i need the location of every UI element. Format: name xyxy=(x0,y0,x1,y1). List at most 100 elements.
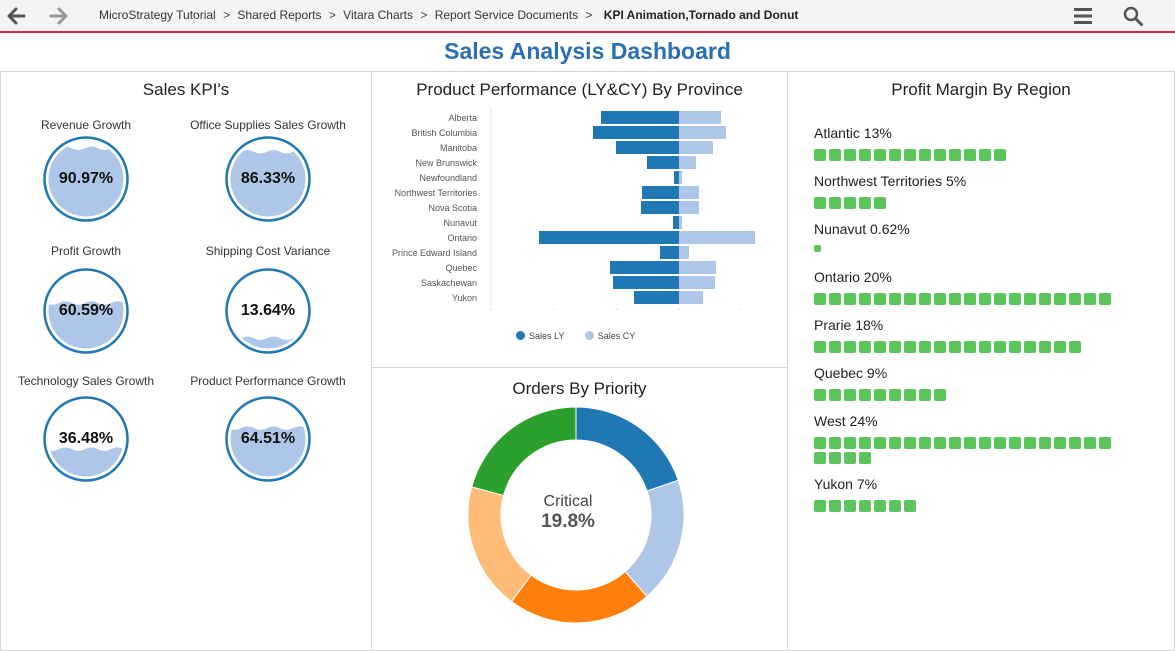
breadcrumb-item[interactable]: Vitara Charts xyxy=(343,8,413,22)
margin-block xyxy=(979,149,991,161)
margin-block xyxy=(874,149,886,161)
margin-blocks xyxy=(814,437,1114,467)
margin-blocks xyxy=(814,500,1114,515)
tornado-category-label: Alberta xyxy=(448,113,477,123)
bar-sales-ly[interactable] xyxy=(601,111,679,124)
margin-block xyxy=(1009,293,1021,305)
donut-slice[interactable] xyxy=(624,479,685,598)
back-arrow-icon[interactable] xyxy=(5,5,27,27)
margin-region-label: Ontario 20% xyxy=(814,269,892,285)
margin-blocks xyxy=(814,197,1114,212)
margin-block xyxy=(934,437,946,449)
bar-sales-ly[interactable] xyxy=(642,186,679,199)
kpi-panel: Sales KPI's Revenue Growth 90.97% Office S… xyxy=(0,71,372,651)
donut-center-label: Critical 19.8% xyxy=(518,493,618,533)
margin-region: Northwest Territories 5% xyxy=(814,173,1114,212)
bar-sales-ly[interactable] xyxy=(634,291,679,304)
margin-block xyxy=(1024,293,1036,305)
margin-block xyxy=(814,437,826,449)
kpi-label: Product Performance Growth xyxy=(190,374,346,388)
margin-block xyxy=(934,389,946,401)
margin-block xyxy=(904,500,916,512)
breadcrumb-current: KPI Animation,Tornado and Donut xyxy=(603,8,799,22)
forward-arrow-icon[interactable] xyxy=(48,5,70,27)
search-icon[interactable] xyxy=(1123,6,1143,26)
breadcrumb-item[interactable]: MicroStrategy Tutorial xyxy=(99,8,216,22)
margin-block xyxy=(1084,293,1096,305)
margin-block xyxy=(829,149,841,161)
margin-block xyxy=(874,500,886,512)
margin-region-label: Prarie 18% xyxy=(814,317,884,333)
margin-block xyxy=(859,197,871,209)
donut-slice[interactable] xyxy=(575,406,679,492)
margin-block xyxy=(889,389,901,401)
bar-sales-cy[interactable] xyxy=(679,171,682,184)
bar-sales-ly[interactable] xyxy=(647,156,679,169)
breadcrumb-item[interactable]: Report Service Documents xyxy=(434,8,579,22)
bar-sales-cy[interactable] xyxy=(679,291,703,304)
bar-sales-ly[interactable] xyxy=(660,246,679,259)
margin-block xyxy=(934,293,946,305)
margin-block xyxy=(814,389,826,401)
margin-region: Ontario 20% xyxy=(814,269,1114,308)
bar-sales-cy[interactable] xyxy=(679,231,755,244)
margin-block xyxy=(1054,341,1066,353)
kpi-gauge[interactable]: 86.33% xyxy=(225,136,311,222)
bar-sales-ly[interactable] xyxy=(674,171,679,184)
margin-block xyxy=(814,500,826,512)
bar-sales-cy[interactable] xyxy=(679,141,713,154)
bar-sales-ly[interactable] xyxy=(641,201,679,214)
kpi-gauge[interactable]: 64.51% xyxy=(225,396,311,482)
bar-sales-ly[interactable] xyxy=(613,276,679,289)
tornado-panel-title: Product Performance (LY&CY) By Province xyxy=(416,80,743,99)
margin-block xyxy=(814,452,826,464)
bar-sales-cy[interactable] xyxy=(679,126,726,139)
bar-sales-ly[interactable] xyxy=(593,126,679,139)
legend-label: Sales LY xyxy=(529,331,565,341)
bar-sales-cy[interactable] xyxy=(679,261,716,274)
tornado-category-label: Nunavut xyxy=(443,218,477,228)
margin-region: Yukon 7% xyxy=(814,476,1114,515)
donut-slice[interactable] xyxy=(471,406,577,497)
bar-sales-ly[interactable] xyxy=(539,231,679,244)
donut-slice[interactable] xyxy=(510,570,648,624)
margin-block xyxy=(1009,341,1021,353)
bar-sales-cy[interactable] xyxy=(679,246,689,259)
legend-label: Sales CY xyxy=(597,331,636,341)
legend-item-sales-ly[interactable]: Sales LY xyxy=(516,331,564,341)
margin-block xyxy=(1099,293,1111,305)
bar-sales-ly[interactable] xyxy=(673,216,679,229)
margin-block xyxy=(1099,437,1111,449)
hamburger-menu-icon[interactable] xyxy=(1073,6,1093,26)
bar-sales-cy[interactable] xyxy=(679,186,699,199)
bar-sales-cy[interactable] xyxy=(679,156,696,169)
bar-sales-cy[interactable] xyxy=(679,216,682,229)
margin-block xyxy=(889,437,901,449)
bar-sales-cy[interactable] xyxy=(679,276,715,289)
breadcrumb-item[interactable]: Shared Reports xyxy=(237,8,322,22)
bar-sales-ly[interactable] xyxy=(610,261,679,274)
donut-panel: Orders By Priority Critical 19.8% xyxy=(371,367,788,651)
bar-sales-ly[interactable] xyxy=(616,141,679,154)
kpi-gauge-graphic xyxy=(225,268,311,354)
bar-sales-cy[interactable] xyxy=(679,201,699,214)
kpi-gauge[interactable]: 13.64% xyxy=(225,268,311,354)
margin-block xyxy=(979,293,991,305)
margin-block xyxy=(844,500,856,512)
margin-block xyxy=(904,437,916,449)
tornado-category-label: Nova Scotia xyxy=(428,203,477,213)
bar-sales-cy[interactable] xyxy=(679,111,721,124)
margin-block xyxy=(844,452,856,464)
margin-block xyxy=(994,149,1006,161)
legend-item-sales-cy[interactable]: Sales CY xyxy=(584,331,636,341)
margin-block xyxy=(919,341,931,353)
kpi-gauge[interactable]: 36.48% xyxy=(43,396,129,482)
margin-blocks xyxy=(814,293,1114,308)
kpi-gauge[interactable]: 90.97% xyxy=(43,136,129,222)
margin-block xyxy=(964,437,976,449)
donut-panel-title: Orders By Priority xyxy=(512,379,647,398)
kpi-gauge[interactable]: 60.59% xyxy=(43,268,129,354)
margin-block xyxy=(919,293,931,305)
legend-swatch xyxy=(516,331,525,340)
margin-block xyxy=(889,341,901,353)
